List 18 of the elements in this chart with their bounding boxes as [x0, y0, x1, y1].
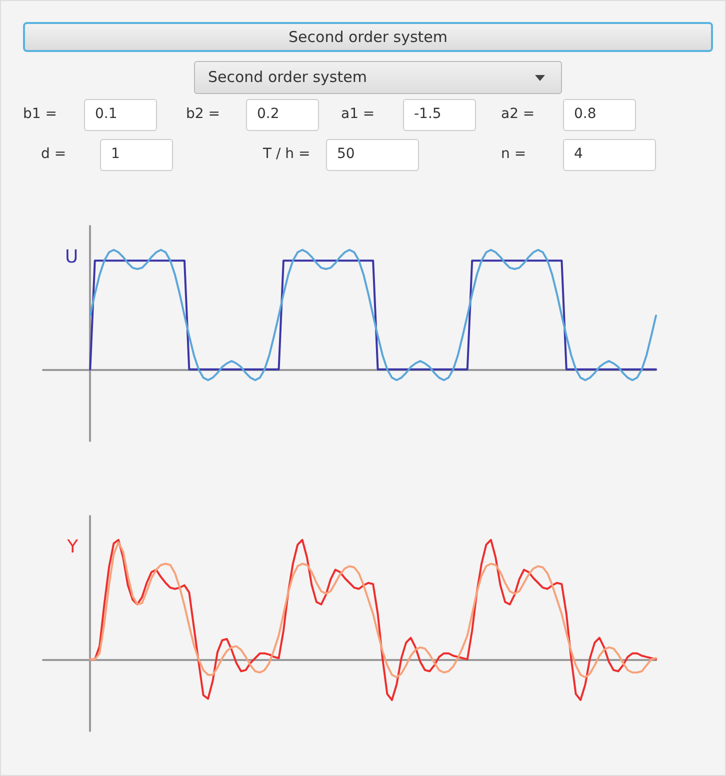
text: 0.1	[84, 99, 157, 131]
text: 0.8	[563, 99, 636, 131]
y-axis-title: Y	[66, 536, 80, 558]
text: 4	[563, 139, 656, 171]
text: 1	[100, 139, 173, 171]
text: T / h =	[263, 146, 310, 162]
text: 50	[326, 139, 419, 171]
text: Second order system	[23, 22, 713, 52]
text: -1.5	[403, 99, 476, 131]
text: 0.2	[246, 99, 319, 131]
text: n =	[501, 146, 526, 162]
text: a2 =	[501, 106, 535, 122]
text: b1 =	[23, 106, 57, 122]
text: b2 =	[186, 106, 220, 122]
text: a1 =	[341, 106, 375, 122]
y-axis-title: U	[64, 246, 78, 268]
text: Second order system	[194, 61, 562, 94]
text: d =	[41, 146, 66, 162]
